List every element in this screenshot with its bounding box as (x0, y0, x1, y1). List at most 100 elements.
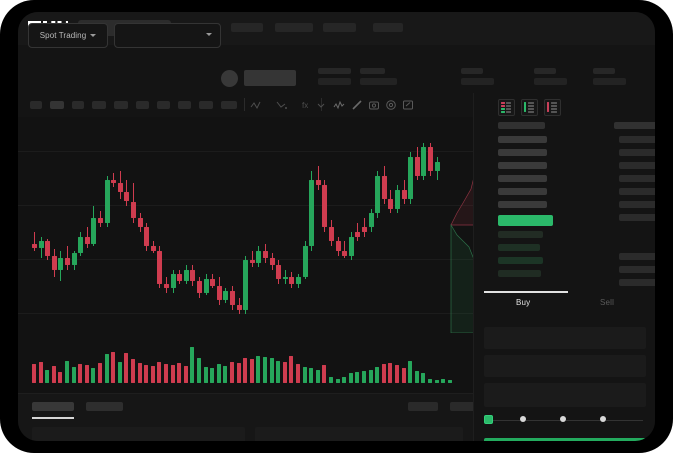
order-book-ask-row[interactable] (498, 201, 547, 208)
candle-body (137, 217, 143, 228)
timeframe-4[interactable] (92, 101, 106, 109)
order-book-ask-row[interactable] (498, 136, 547, 143)
nav-item-3[interactable] (275, 23, 313, 32)
settings-icon[interactable] (385, 99, 397, 111)
volume-bar (203, 367, 208, 383)
nav-item-2[interactable] (231, 23, 263, 32)
toolbar-divider (244, 98, 245, 111)
order-book-bid-row[interactable] (498, 270, 541, 277)
candle-body (302, 246, 308, 277)
order-book-ask-row[interactable] (498, 162, 547, 169)
volume-bar (243, 358, 248, 383)
volume-bar (342, 377, 347, 383)
candle-body (190, 269, 196, 282)
market-type-label: Spot Trading (39, 31, 87, 40)
volume-bar (309, 368, 314, 383)
order-amount-slider[interactable] (484, 415, 646, 425)
volume-bar (375, 367, 380, 383)
camera-icon[interactable] (368, 99, 380, 111)
market-type-selector[interactable]: Spot Trading (28, 23, 108, 48)
orderbook-bids-only-icon[interactable] (521, 99, 538, 116)
orderbook-both-icon[interactable] (498, 99, 515, 116)
place-buy-order-button[interactable] (484, 438, 646, 441)
orders-action-1[interactable] (408, 402, 438, 411)
tab-open-orders[interactable] (32, 402, 74, 411)
candle-body (342, 250, 348, 256)
candle-wick (364, 217, 365, 237)
chevron-down-icon (90, 34, 97, 37)
candle-body (210, 279, 216, 287)
timeframe-6[interactable] (136, 101, 149, 109)
timeframe-3[interactable] (72, 101, 84, 109)
nav-item-5[interactable] (373, 23, 403, 32)
trading-pair-selector[interactable] (114, 23, 221, 48)
candle-body (414, 156, 420, 176)
volume-bar (381, 363, 386, 383)
candle-wick (357, 222, 359, 242)
timeframe-10[interactable] (221, 101, 237, 109)
timeframe-1[interactable] (30, 101, 42, 109)
candle-body (38, 241, 44, 249)
candle-body (124, 192, 130, 202)
tab-sell[interactable]: Sell (600, 298, 615, 307)
slider-stop-2[interactable] (560, 416, 566, 422)
timeframe-2[interactable] (50, 101, 64, 109)
nav-item-4[interactable] (323, 23, 356, 32)
order-book-ask-row[interactable] (498, 149, 547, 156)
order-book-spread-highlight[interactable] (498, 215, 553, 226)
order-book-bid-row[interactable] (498, 244, 540, 251)
tab-order-history[interactable] (86, 402, 123, 411)
fullscreen-icon[interactable] (402, 99, 414, 111)
candle-body (203, 279, 209, 294)
orders-panel (18, 393, 480, 441)
candle-body (282, 276, 288, 280)
order-book-ask-row[interactable] (498, 188, 547, 195)
order-amount-input[interactable] (484, 355, 646, 377)
stat-value (534, 78, 567, 85)
candle-body (243, 260, 249, 310)
trend-tool-icon[interactable] (276, 99, 288, 111)
timeframe-9[interactable] (199, 101, 213, 109)
candle-body (223, 290, 229, 301)
order-price-input[interactable] (484, 327, 646, 349)
order-book-size-value (619, 214, 655, 221)
timeframe-7[interactable] (157, 101, 170, 109)
candle-body (375, 175, 381, 214)
candle-body (335, 241, 341, 251)
volume-bar (111, 351, 116, 383)
volume-bar (183, 366, 188, 383)
volume-histogram (18, 333, 473, 393)
volume-bar (38, 361, 43, 383)
order-total-input[interactable] (484, 383, 646, 407)
volume-bar (368, 369, 373, 383)
candle-body (111, 180, 117, 183)
ruler-icon[interactable] (351, 99, 363, 111)
order-book-bid-row[interactable] (498, 231, 543, 238)
volume-bar (296, 363, 300, 383)
svg-text:fx: fx (302, 101, 308, 110)
chevron-down-icon[interactable] (315, 99, 327, 111)
timeframe-8[interactable] (178, 101, 191, 109)
candlestick-chart[interactable] (18, 117, 473, 333)
order-book-ask-row[interactable] (498, 175, 547, 182)
candle-body (197, 281, 202, 294)
orderbook-asks-only-icon[interactable] (544, 99, 561, 116)
orders-action-2[interactable] (450, 402, 480, 411)
timeframe-5[interactable] (114, 101, 128, 109)
candle-body (71, 253, 77, 265)
slider-handle[interactable] (484, 415, 493, 424)
order-book-header-left (498, 122, 545, 129)
text-tool-icon[interactable]: fx (300, 99, 312, 111)
slider-stop-3[interactable] (600, 416, 606, 422)
volume-bar (355, 371, 360, 383)
order-book-bid-row[interactable] (498, 257, 543, 264)
market-stat-5 (593, 68, 626, 85)
candle-body (117, 182, 123, 193)
indicator-icon[interactable] (333, 99, 345, 111)
slider-stop-1[interactable] (520, 416, 526, 422)
last-price-value (244, 70, 296, 86)
volume-bar (335, 378, 340, 383)
tab-buy[interactable]: Buy (516, 298, 531, 307)
volume-bar (401, 368, 406, 383)
line-tool-icon[interactable] (250, 99, 262, 111)
